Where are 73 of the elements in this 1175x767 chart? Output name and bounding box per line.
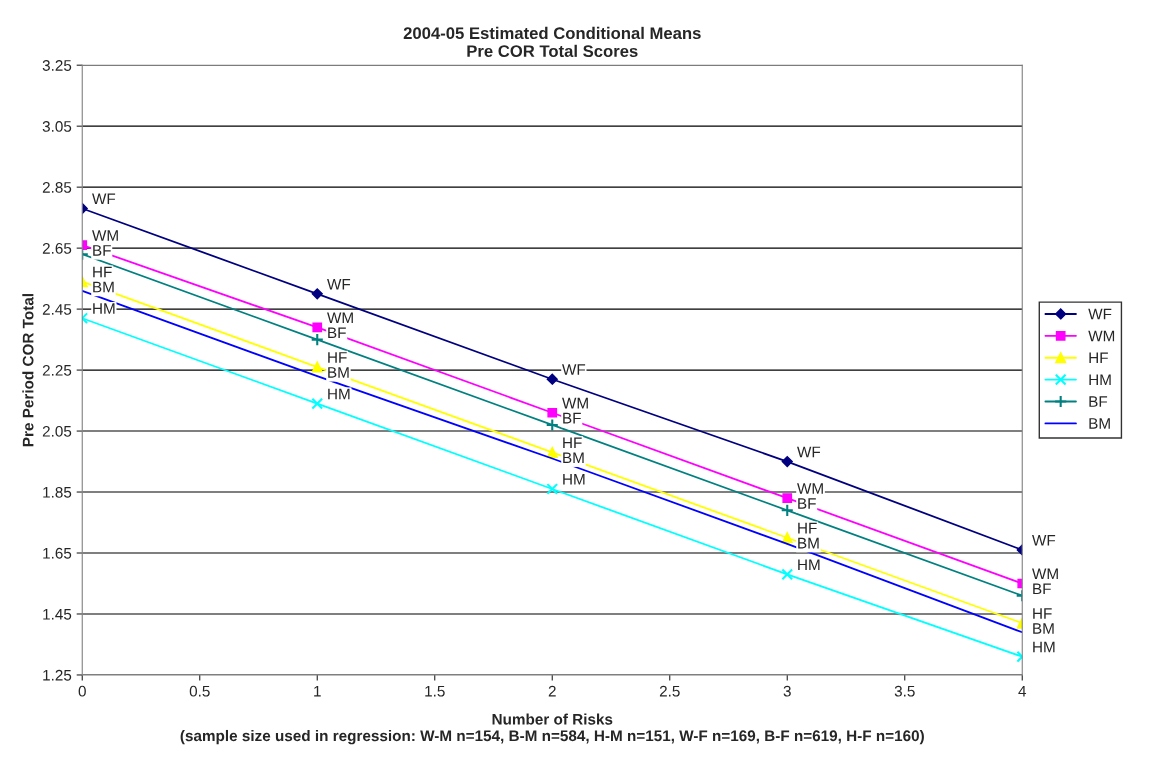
data-label: WM — [327, 312, 353, 324]
point — [311, 397, 324, 410]
y-tick-label: 1.45 — [43, 609, 72, 620]
data-label: WM — [1032, 568, 1058, 580]
data-label: BF — [93, 245, 111, 256]
x-tick-label: 3.5 — [894, 685, 915, 697]
data-label: HM — [93, 303, 115, 314]
data-label: HM — [563, 474, 585, 485]
y-tick-label: 1.85 — [43, 486, 72, 498]
y-tick-label: 2.65 — [42, 242, 72, 254]
y-tick-label: 2.05 — [42, 425, 72, 437]
data-label: WF — [1032, 535, 1056, 546]
data-label: HF — [563, 437, 582, 449]
data-label: WM — [797, 483, 823, 494]
point — [782, 493, 793, 503]
x-tick-label: 0 — [78, 685, 86, 697]
data-label: WF — [562, 364, 586, 375]
data-label: HF — [1033, 608, 1052, 619]
x-tick-label: 2 — [548, 685, 556, 697]
y-tick-label: 1.65 — [43, 547, 72, 559]
y-tick-label: 3.25 — [42, 60, 72, 71]
legend-label: BF — [1089, 396, 1108, 407]
data-label: BM — [798, 537, 819, 549]
data-label: WM — [92, 230, 118, 241]
data-label: WF — [797, 446, 821, 458]
legend-label: HM — [1089, 374, 1111, 385]
point — [546, 373, 558, 385]
y-tick-label: 2.45 — [42, 303, 72, 315]
legend-label: BM — [1089, 418, 1110, 429]
x-tick-label: 3 — [783, 685, 791, 697]
point — [547, 407, 558, 418]
legend-label: WF — [1088, 308, 1112, 320]
data-label: HM — [1033, 641, 1055, 653]
x-tick-label: 2.5 — [659, 685, 680, 697]
point — [312, 322, 323, 333]
y-tick-label: 3.05 — [42, 121, 72, 132]
data-label: HF — [328, 352, 347, 363]
data-label: BM — [1033, 623, 1054, 634]
data-label: BF — [798, 498, 816, 509]
data-label: BM — [563, 452, 584, 464]
data-label: HM — [798, 559, 820, 570]
point — [780, 503, 794, 517]
y-axis-title: Pre Period COR Total — [22, 294, 34, 447]
point — [545, 418, 559, 432]
legend-label: HF — [1089, 352, 1108, 364]
data-label: BF — [328, 327, 346, 339]
data-label: BF — [563, 412, 581, 424]
point — [546, 446, 558, 458]
data-label: BM — [93, 281, 114, 293]
point — [311, 288, 323, 300]
data-label: BF — [1033, 583, 1051, 595]
data-label: HF — [798, 522, 817, 534]
legend-label: WM — [1088, 330, 1115, 342]
x-tick-label: 4 — [1018, 685, 1027, 697]
data-label: HF — [93, 266, 112, 278]
data-label: WF — [92, 193, 116, 205]
y-tick-label: 2.85 — [42, 182, 72, 193]
point — [546, 483, 559, 495]
data-label: WF — [327, 278, 351, 290]
point — [781, 455, 793, 468]
data-label: WM — [562, 397, 588, 409]
y-tick-label: 2.25 — [42, 364, 72, 376]
point — [310, 332, 324, 347]
data-label: BM — [328, 367, 349, 378]
x-axis-title: Number of Risks (sample size used in regression: W-M n=154, B-M n=584, H-M n=151, W-F n=169, B-F n=619, H-F n=160) — [180, 713, 924, 745]
x-tick-label: 0.5 — [189, 685, 210, 697]
point — [311, 361, 323, 373]
y-tick-label: 1.25 — [43, 669, 72, 681]
x-tick-label: 1.5 — [425, 685, 445, 697]
point — [781, 568, 794, 581]
chart-title: 2004-05 Estimated Conditional Means Pre COR Total Scores — [403, 26, 701, 58]
x-tick-label: 1 — [314, 685, 321, 697]
data-label: HM — [328, 388, 350, 400]
